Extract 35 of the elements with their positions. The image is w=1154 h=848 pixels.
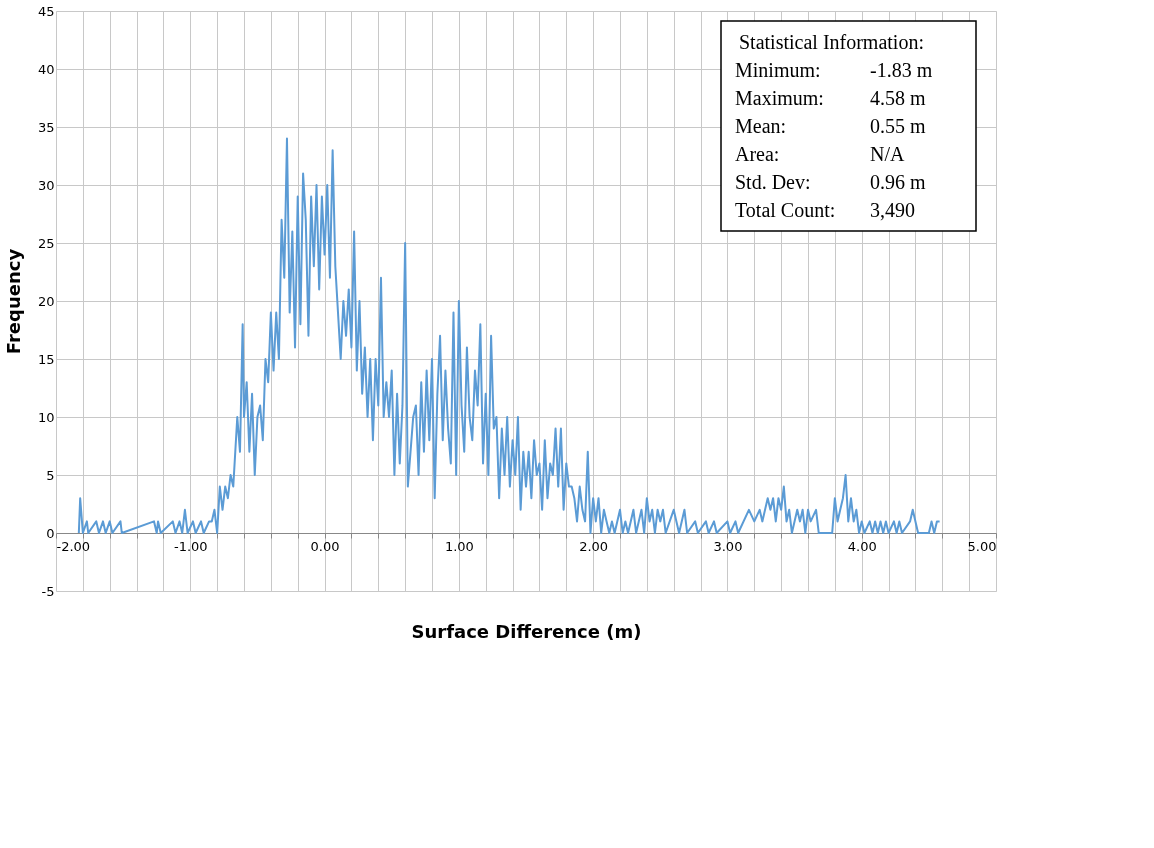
y-tick-label: 40 [37,61,55,77]
y-tick-label: 30 [37,177,55,193]
x-tick-label: 4.00 [847,538,877,554]
y-tick-label: 20 [37,293,55,309]
y-tick-label: 15 [37,351,55,367]
x-tick-label: 3.00 [713,538,743,554]
annotation: 0.96 m [870,171,926,193]
line-series [77,137,941,534]
annotation: -1.83 m [870,59,933,81]
annotation: 4.58 m [870,87,926,109]
y-tick-label: 45 [37,3,55,19]
y-tick-label: -5 [41,583,55,599]
y-tick-label: 10 [37,409,55,425]
y-tick-label: 35 [37,119,55,135]
annotation: N/A [870,143,905,165]
y-axis-title: Frequency [2,248,24,355]
annotation: Mean: [735,115,787,137]
y-tick-label: 0 [46,525,55,541]
x-tick-label: 5.00 [967,538,997,554]
annotation: Total Count: [735,199,836,221]
annotation: Area: [735,143,780,165]
x-tick-label: -1.00 [173,538,208,554]
x-tick-label: 1.00 [444,538,474,554]
text: -2.00 [56,538,91,554]
annotation: Statistical Information: [739,31,924,53]
x-tick-label: 2.00 [579,538,609,554]
annotation: Std. Dev: [735,171,811,193]
y-tick-label: 5 [46,467,55,483]
annotation: 3,490 [870,199,915,221]
annotation: Minimum: [735,59,821,81]
x-axis-title: Surface Difference (m) [411,620,642,642]
annotation: Maximum: [735,87,824,109]
annotation: 0.55 m [870,115,926,137]
y-tick-label: 25 [37,235,55,251]
x-tick-label: 0.00 [310,538,340,554]
